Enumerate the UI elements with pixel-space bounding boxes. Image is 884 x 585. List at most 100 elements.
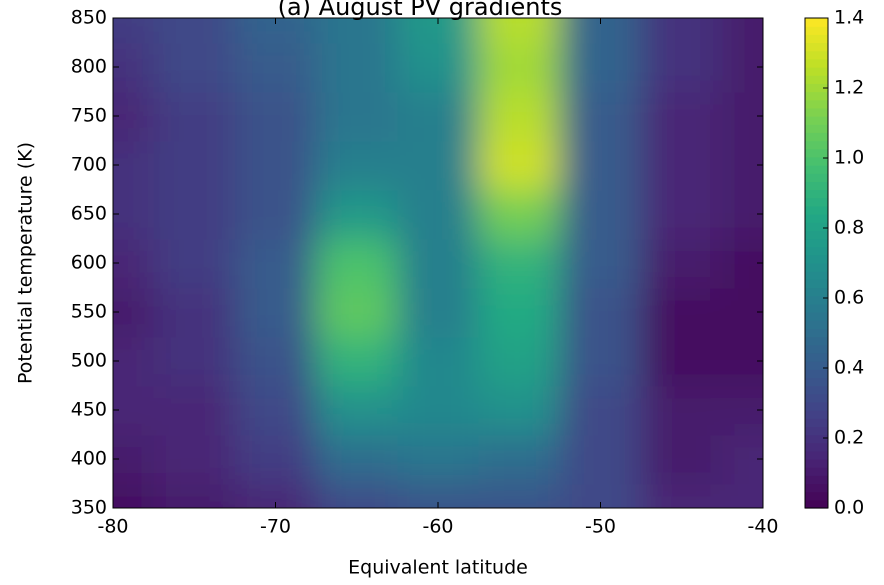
y-tick-label: 450 bbox=[71, 399, 107, 421]
colorbar-strip bbox=[805, 328, 828, 338]
y-tick-label: 500 bbox=[71, 350, 107, 372]
field-cell bbox=[478, 238, 561, 289]
field-cell bbox=[722, 434, 763, 485]
field-cell bbox=[316, 287, 399, 338]
colorbar-strip bbox=[805, 450, 828, 460]
field-cell bbox=[478, 189, 561, 240]
field-cell bbox=[559, 189, 643, 240]
colorbar-strip bbox=[805, 459, 828, 468]
field-cell bbox=[153, 18, 236, 44]
colorbar-tick-label: 1.2 bbox=[834, 77, 864, 99]
field-cell bbox=[722, 287, 763, 338]
y-tick-label: 800 bbox=[71, 56, 107, 78]
colorbar-strip bbox=[805, 263, 828, 272]
field-cell bbox=[234, 140, 318, 191]
colorbar-strip bbox=[805, 320, 828, 329]
colorbar-strip bbox=[805, 116, 828, 125]
field-cell bbox=[316, 434, 399, 485]
field-cell bbox=[722, 336, 763, 387]
x-tick-label: -80 bbox=[97, 516, 128, 538]
colorbar-strip bbox=[805, 393, 828, 403]
colorbar-strip bbox=[805, 156, 828, 166]
colorbar-strip bbox=[805, 50, 828, 60]
colorbar-strip bbox=[805, 246, 828, 256]
colorbar-strip bbox=[805, 58, 828, 68]
field-cell bbox=[113, 287, 155, 338]
field-cell bbox=[316, 483, 399, 508]
colorbar-tick-label: 0.8 bbox=[834, 217, 864, 239]
field-cell bbox=[641, 91, 724, 142]
field-cell bbox=[234, 336, 318, 387]
field-cell bbox=[316, 189, 399, 240]
field-cell bbox=[641, 287, 724, 338]
colorbar-strip bbox=[805, 303, 828, 313]
colorbar-tick-label: 0.4 bbox=[834, 357, 864, 379]
y-tick-label: 700 bbox=[71, 154, 107, 176]
colorbar-strip bbox=[805, 67, 828, 76]
field-cell bbox=[559, 287, 643, 338]
colorbar-frame bbox=[804, 17, 829, 509]
field-cell bbox=[641, 385, 724, 436]
colorbar-strip bbox=[805, 279, 828, 289]
field-cell bbox=[478, 91, 561, 142]
colorbar-strip bbox=[805, 434, 828, 444]
colorbar-strip bbox=[805, 75, 828, 84]
colorbar-strip bbox=[805, 107, 828, 117]
colorbar-strip bbox=[805, 377, 828, 387]
colorbar-strip bbox=[805, 165, 828, 174]
colorbar-strip bbox=[805, 467, 828, 476]
field-cell bbox=[641, 140, 724, 191]
field-cell bbox=[559, 140, 643, 191]
field-cell bbox=[234, 42, 318, 93]
field-cell bbox=[641, 336, 724, 387]
x-tick-label: -40 bbox=[747, 516, 778, 538]
field-cell bbox=[641, 238, 724, 289]
field-cell bbox=[478, 18, 561, 44]
field-cell bbox=[722, 385, 763, 436]
field-cell bbox=[153, 91, 236, 142]
colorbar-strip bbox=[805, 205, 828, 215]
field-cell bbox=[559, 238, 643, 289]
colorbar-strip bbox=[805, 418, 828, 427]
colorbar-strip bbox=[805, 18, 828, 27]
field-cell bbox=[722, 189, 763, 240]
field-cell bbox=[478, 287, 561, 338]
colorbar-tick-label: 1.4 bbox=[834, 7, 864, 29]
field-cell bbox=[559, 385, 643, 436]
field-cell bbox=[722, 91, 763, 142]
field-cell bbox=[641, 483, 724, 508]
field-cell bbox=[316, 42, 399, 93]
field-cell bbox=[478, 483, 561, 508]
colorbar-strip bbox=[805, 132, 828, 142]
field-cell bbox=[234, 91, 318, 142]
field-cell bbox=[234, 189, 318, 240]
colorbar-strip bbox=[805, 230, 828, 240]
colorbar-tick-label: 0.6 bbox=[834, 287, 864, 309]
field-cell bbox=[559, 42, 643, 93]
field-cell bbox=[113, 42, 155, 93]
colorbar-strip bbox=[805, 173, 828, 182]
colorbar-strip bbox=[805, 475, 828, 485]
field-cell bbox=[641, 434, 724, 485]
field-cell bbox=[478, 336, 561, 387]
field-cell bbox=[153, 336, 236, 387]
field-cell bbox=[641, 18, 724, 44]
field-cell bbox=[316, 18, 399, 44]
cells bbox=[113, 18, 763, 508]
field-cell bbox=[316, 336, 399, 387]
colorbar-strip bbox=[805, 499, 828, 509]
y-axis-label: Potential temperature (K) bbox=[15, 142, 37, 384]
field-cell bbox=[722, 238, 763, 289]
colorbar-strip bbox=[805, 83, 828, 93]
y-tick-label: 550 bbox=[71, 301, 107, 323]
x-tick-label: -60 bbox=[422, 516, 453, 538]
field-cell bbox=[397, 91, 480, 142]
field-cell bbox=[153, 42, 236, 93]
field-cell bbox=[722, 140, 763, 191]
colorbar-strip bbox=[805, 214, 828, 223]
colorbar-strip bbox=[805, 26, 828, 35]
field-cell bbox=[478, 434, 561, 485]
colorbar-strip bbox=[805, 312, 828, 321]
field-cell bbox=[559, 91, 643, 142]
field-cell bbox=[478, 42, 561, 93]
